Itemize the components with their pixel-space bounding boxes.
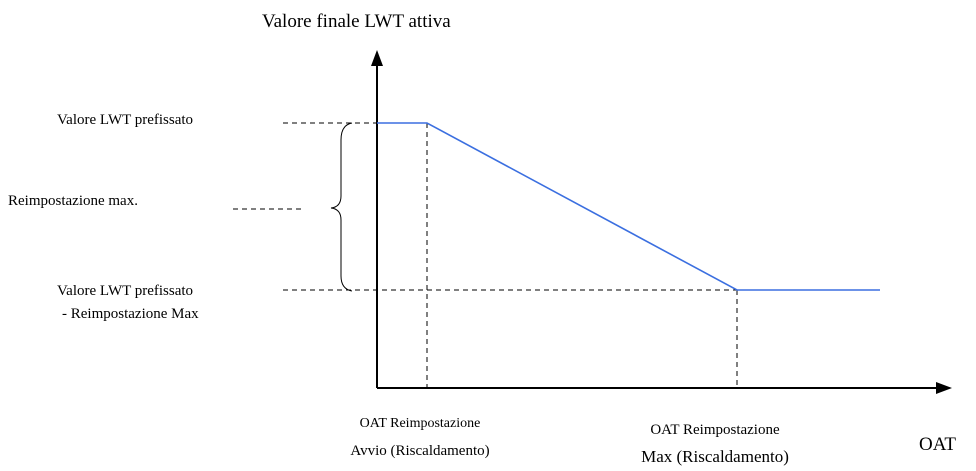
label-oat-max: Max (Riscaldamento) — [641, 447, 789, 466]
label-setpoint: Valore LWT prefissato — [57, 112, 193, 128]
label-oat-start: OAT Reimpostazione — [360, 416, 481, 431]
label-max-reset: Reimpostazione max. — [8, 193, 138, 209]
reset-curve — [377, 122, 880, 291]
title: Valore finale LWT attiva — [262, 11, 451, 32]
label-oat-start: Avvio (Riscaldamento) — [350, 443, 489, 459]
y-arrow — [371, 50, 383, 66]
label-oat-max: OAT Reimpostazione — [650, 422, 780, 438]
label-setpoint-minus: - Reimpostazione Max — [62, 306, 199, 322]
x-arrow — [936, 382, 952, 394]
label-setpoint-minus: Valore LWT prefissato — [57, 283, 193, 299]
x-axis-label: OAT — [919, 434, 956, 455]
brace — [330, 122, 353, 292]
